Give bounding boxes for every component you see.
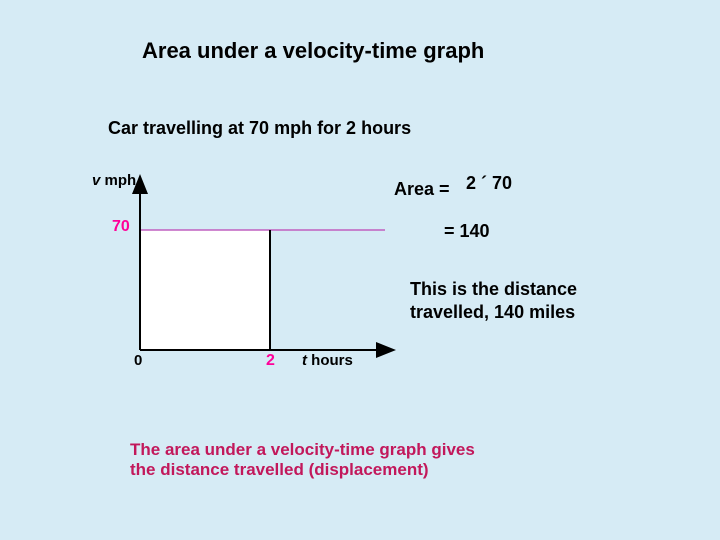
y-tick-70: 70	[112, 218, 130, 236]
slide-title: Area under a velocity-time graph	[142, 38, 484, 64]
area-expression: 2 ´ 70	[466, 172, 512, 195]
y-axis-label: v mph	[92, 172, 136, 189]
conclusion-text: The area under a velocity-time graph giv…	[130, 440, 475, 480]
conclusion-l2: the distance travelled (displacement)	[130, 460, 429, 479]
x-tick-2: 2	[266, 352, 275, 370]
area-label: Area =	[394, 178, 450, 201]
x-axis-unit: hours	[307, 352, 353, 369]
area-rect-fill	[140, 230, 270, 350]
distance-note-l2: travelled, 140 miles	[410, 302, 575, 322]
conclusion-l1: The area under a velocity-time graph giv…	[130, 440, 475, 459]
distance-note-l1: This is the distance	[410, 279, 577, 299]
distance-note: This is the distance travelled, 140 mile…	[410, 278, 577, 325]
origin-label: 0	[134, 352, 142, 369]
slide-subtitle: Car travelling at 70 mph for 2 hours	[108, 118, 411, 139]
slide-root: Area under a velocity-time graph Car tra…	[0, 0, 720, 540]
y-axis-unit: mph	[100, 172, 136, 189]
area-result: = 140	[444, 220, 490, 243]
x-axis-label: t hours	[302, 352, 353, 369]
